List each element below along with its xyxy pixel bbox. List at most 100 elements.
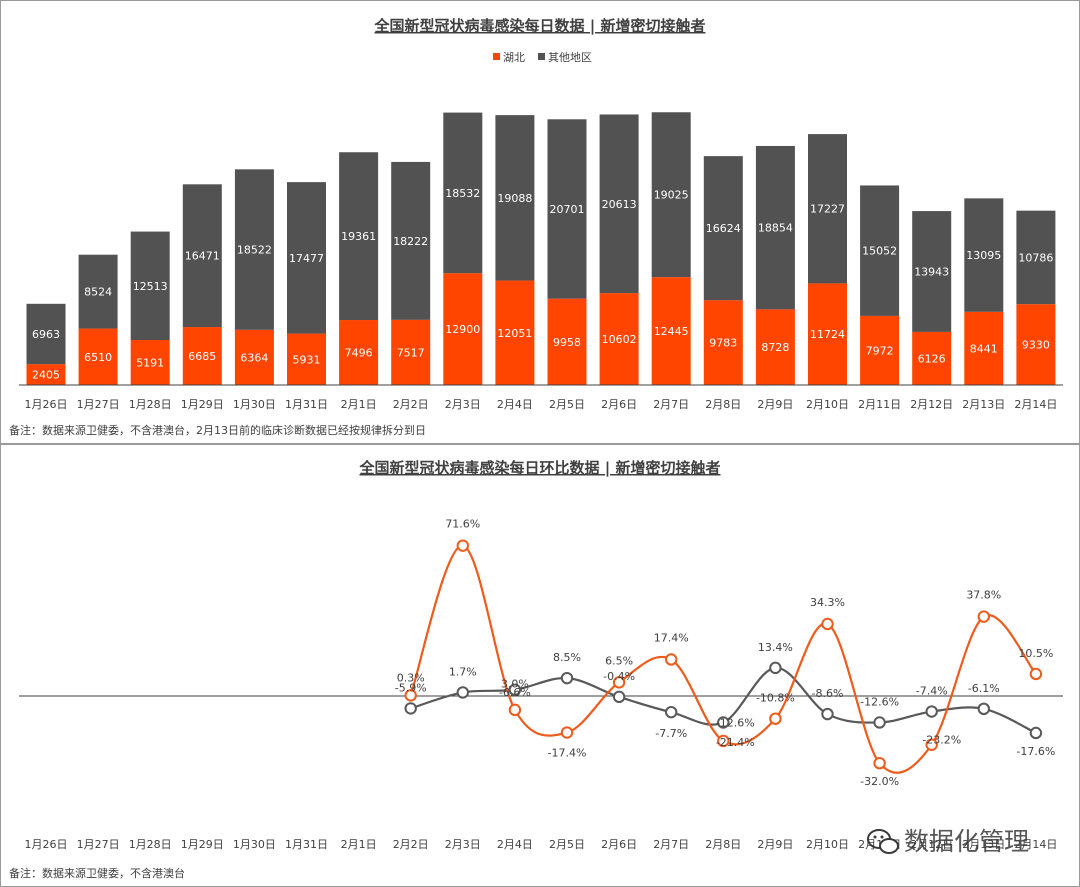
line-data-label: 10.5% <box>1018 647 1053 660</box>
line-data-label: 17.4% <box>654 631 689 644</box>
line-point-hubei <box>873 757 886 770</box>
bar-other <box>808 134 847 284</box>
bar-hubei <box>1016 304 1056 385</box>
x-tick-label: 2月4日 <box>497 838 533 851</box>
x-tick-label: 1月26日 <box>25 838 68 851</box>
line-point-hubei <box>717 734 730 748</box>
bar-value-label: 10602 <box>602 333 637 346</box>
line-data-label: -0.4% <box>603 670 635 683</box>
x-tick-label: 2月7日 <box>653 398 689 411</box>
x-tick-label: 2月4日 <box>497 398 533 411</box>
bar-hubei <box>182 327 222 385</box>
line-marks: 0.3% 71.6% -6.6% -17.4% 6.5% 17.4% -21.4% -10.8… <box>395 518 1056 789</box>
line-data-label: 0.3% <box>397 671 425 684</box>
x-tick-label: 2月14日 <box>1014 838 1057 851</box>
bar-value-label: 5931 <box>293 353 321 366</box>
line-point-hubei <box>560 726 574 739</box>
bar-value-label: 17477 <box>289 252 324 265</box>
x-tick-label: 2月1日 <box>341 398 377 411</box>
line-data-label: 1.7% <box>449 665 477 678</box>
bar-chart-panel: 全国新型冠状病毒感染每日数据 | 新增密切接触者 湖北 其他地区 2405 696… <box>0 0 1080 444</box>
bar-other <box>495 115 535 281</box>
bar-value-label: 6963 <box>32 328 60 341</box>
line-chart: 全国新型冠状病毒感染每日环比数据 | 新增密切接触者 0.3% 71.6% -6.6… <box>9 459 1063 880</box>
bar-value-label: 13095 <box>966 249 1001 262</box>
bar-value-label: 8728 <box>761 341 789 354</box>
bar-value-label: 20613 <box>602 198 637 211</box>
bar-hubei <box>78 328 118 385</box>
x-tick-label: 1月29日 <box>181 398 224 411</box>
bar-other <box>287 182 326 334</box>
bar-other <box>860 185 900 316</box>
x-tick-label: 2月5日 <box>549 398 585 411</box>
line-point-hubei <box>821 617 834 631</box>
x-tick-label: 2月10日 <box>806 838 849 851</box>
bar-value-label: 20701 <box>550 203 585 216</box>
bar-value-label: 12445 <box>654 325 689 338</box>
bar-value-label: 9783 <box>709 337 737 350</box>
x-tick-label: 2月12日 <box>910 398 953 411</box>
bar-chart-title: 全国新型冠状病毒感染每日数据 | 新增密切接触者 <box>374 17 706 36</box>
bar-value-label: 16624 <box>706 222 741 235</box>
x-tick-label: 2月6日 <box>601 838 637 851</box>
bar-hubei <box>443 273 483 385</box>
line-chart-panel: 全国新型冠状病毒感染每日环比数据 | 新增密切接触者 0.3% 71.6% -6.6… <box>0 444 1080 887</box>
bar-other <box>547 119 587 299</box>
bar-other <box>130 231 170 341</box>
stacked-bar-chart: 全国新型冠状病毒感染每日数据 | 新增密切接触者 湖北 其他地区 2405 696… <box>9 17 1063 437</box>
bar-value-label: 18522 <box>237 244 272 257</box>
bar-value-label: 6126 <box>918 352 946 365</box>
line-point-hubei <box>404 689 417 702</box>
x-tick-label: 2月14日 <box>1014 398 1057 411</box>
bar-value-label: 18222 <box>393 235 428 248</box>
line-chart-title: 全国新型冠状病毒感染每日环比数据 | 新增密切接触者 <box>359 459 721 478</box>
x-tick-label: 1月27日 <box>77 838 120 851</box>
bar-other <box>443 112 483 274</box>
bar-value-label: 19361 <box>341 230 376 243</box>
x-tick-label: 2月13日 <box>962 398 1005 411</box>
bar-hubei <box>808 283 847 385</box>
bar-hubei <box>651 277 691 385</box>
legend-label-hubei: 湖北 <box>503 51 525 64</box>
x-tick-label: 2月10日 <box>806 398 849 411</box>
bar-marks: 2405 6963 6510 8524 5191 12513 6685 16471 6364 18… <box>26 112 1056 385</box>
line-data-label: -17.4% <box>548 747 587 760</box>
line-data-label: -5.9% <box>395 681 427 694</box>
line-point-hubei <box>1029 667 1043 681</box>
bar-value-label: 6685 <box>188 350 216 363</box>
line-data-label: 37.8% <box>966 589 1001 602</box>
line-data-label: -23.2% <box>922 734 961 747</box>
x-tick-label: 2月9日 <box>757 398 793 411</box>
bar-hubei <box>599 293 639 385</box>
line-point-other <box>769 661 782 675</box>
line-data-label: -17.6% <box>1016 745 1055 758</box>
bar-value-label: 15052 <box>862 245 897 258</box>
wechat-icon <box>867 829 899 854</box>
x-tick-label: 1月28日 <box>129 398 172 411</box>
bar-hubei <box>339 320 379 385</box>
line-x-ticks: 1月26日 1月27日 1月28日 1月29日 1月30日 1月31日 2月1日 2月2日 2月… <box>25 838 1058 851</box>
bar-hubei <box>287 333 326 385</box>
x-tick-label: 2月8日 <box>705 398 741 411</box>
bar-value-label: 7517 <box>397 346 425 359</box>
x-tick-label: 2月3日 <box>445 838 481 851</box>
line-point-other <box>456 686 469 699</box>
x-tick-label: 1月29日 <box>181 838 224 851</box>
bar-other <box>234 169 274 330</box>
line-point-other <box>508 683 522 696</box>
line-data-label: -21.4% <box>716 736 755 749</box>
legend-swatch-hubei <box>493 53 500 60</box>
x-tick-label: 1月31日 <box>285 398 328 411</box>
legend-swatch-other <box>538 53 545 60</box>
bar-other <box>339 152 379 321</box>
x-tick-label: 2月2日 <box>393 398 429 411</box>
line-data-label: -6.6% <box>499 686 531 699</box>
bar-hubei <box>703 300 743 385</box>
line-point-other <box>665 705 678 719</box>
bar-other <box>703 156 743 301</box>
x-tick-label: 2月7日 <box>653 838 689 851</box>
x-tick-label: 2月9日 <box>757 838 793 851</box>
bar-hubei <box>860 315 900 385</box>
line-point-other <box>977 702 990 716</box>
line-data-label: 8.5% <box>553 651 581 664</box>
